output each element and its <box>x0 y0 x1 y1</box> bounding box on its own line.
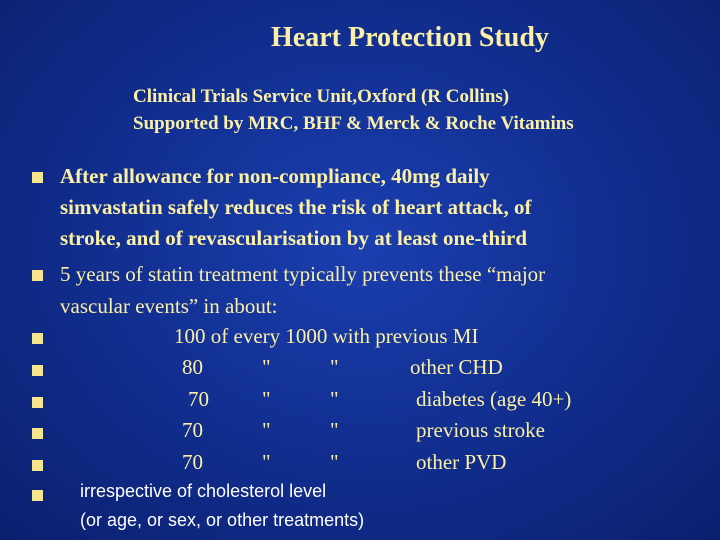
events-category: previous stroke <box>416 418 545 442</box>
bullet-marker <box>32 365 43 376</box>
bullet-marker <box>32 333 43 344</box>
footer-line-2: (or age, or sex, or other treatments) <box>80 510 365 530</box>
events-row-previous-mi: 100 of every 1000 with previous MI <box>174 324 479 348</box>
footer-line-1: irrespective of cholesterol level <box>80 481 327 501</box>
bullet2-line-1: 5 years of statin treatment typically pr… <box>60 262 546 286</box>
bullet-marker <box>32 172 43 183</box>
bullet-marker <box>32 270 43 281</box>
bullet1-line-2: simvastatin safely reduces the risk of h… <box>60 195 532 219</box>
bullet-marker <box>32 428 43 439</box>
bullet1-line-1: After allowance for non-compliance, 40mg… <box>60 164 490 188</box>
bullet1-line-3: stroke, and of revascularisation by at l… <box>60 226 528 250</box>
ditto-mark: " <box>330 387 339 411</box>
ditto-mark: " <box>330 418 339 442</box>
events-category: other PVD <box>416 450 507 474</box>
bullet-marker <box>32 397 43 408</box>
events-count: 70 <box>188 387 209 411</box>
ditto-mark: " <box>262 355 271 379</box>
subtitle-line-1: Clinical Trials Service Unit,Oxford (R C… <box>133 86 510 107</box>
events-category: diabetes (age 40+) <box>416 387 572 411</box>
bullet2-line-2: vascular events” in about: <box>60 294 278 318</box>
ditto-mark: " <box>330 450 339 474</box>
bullet-marker <box>32 460 43 471</box>
events-category: other CHD <box>410 355 503 379</box>
events-row: 70 " " other PVD <box>0 450 720 478</box>
ditto-mark: " <box>330 355 339 379</box>
events-row: 70 " " previous stroke <box>0 418 720 446</box>
events-row: 80 " " other CHD <box>0 355 720 383</box>
events-count: 80 <box>182 355 203 379</box>
events-count: 70 <box>182 418 203 442</box>
subtitle-line-2: Supported by MRC, BHF & Merck & Roche Vi… <box>133 113 574 134</box>
slide-title: Heart Protection Study <box>271 22 549 53</box>
ditto-mark: " <box>262 387 271 411</box>
bullet-marker <box>32 490 43 501</box>
ditto-mark: " <box>262 418 271 442</box>
events-row: 70 " " diabetes (age 40+) <box>0 387 720 415</box>
ditto-mark: " <box>262 450 271 474</box>
events-count: 70 <box>182 450 203 474</box>
